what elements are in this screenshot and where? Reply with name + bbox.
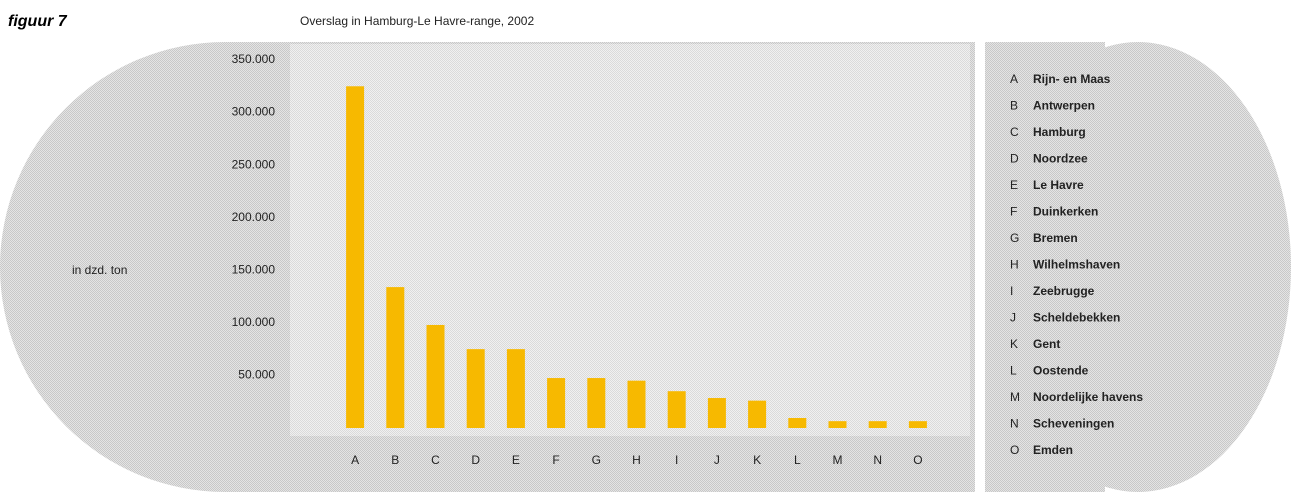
legend-label: Scheveningen <box>1033 417 1114 431</box>
legend-key: N <box>1010 417 1019 431</box>
legend-label: Zeebrugge <box>1033 284 1095 298</box>
legend-key: H <box>1010 258 1019 272</box>
x-tick-label: E <box>512 453 520 467</box>
x-tick-label: K <box>753 453 761 467</box>
bar <box>627 380 646 428</box>
legend-key: I <box>1010 284 1013 298</box>
legend-label: Gent <box>1033 337 1060 351</box>
bar <box>748 400 767 428</box>
legend-key: C <box>1010 125 1019 139</box>
legend-key: E <box>1010 178 1018 192</box>
y-tick-label: 100.000 <box>232 315 276 329</box>
legend-label: Le Havre <box>1033 178 1084 192</box>
legend-key: J <box>1010 311 1016 325</box>
legend-label: Bremen <box>1033 231 1078 245</box>
legend-label: Emden <box>1033 443 1073 457</box>
x-tick-label: C <box>431 453 440 467</box>
legend-label: Duinkerken <box>1033 205 1098 219</box>
legend-key: B <box>1010 99 1018 113</box>
bar <box>386 287 405 428</box>
legend-label: Hamburg <box>1033 125 1086 139</box>
x-tick-label: M <box>833 453 843 467</box>
legend-label: Wilhelmshaven <box>1033 258 1120 272</box>
bar <box>346 86 365 429</box>
y-tick-label: 150.000 <box>232 262 276 276</box>
x-tick-label: A <box>351 453 359 467</box>
legend-label: Oostende <box>1033 364 1089 378</box>
bar <box>828 421 847 428</box>
y-tick-label: 200.000 <box>232 210 276 224</box>
bar <box>667 391 686 428</box>
x-tick-label: N <box>873 453 882 467</box>
y-tick-label: 50.000 <box>238 368 275 382</box>
x-tick-label: J <box>714 453 720 467</box>
legend-key: M <box>1010 390 1020 404</box>
legend-key: L <box>1010 364 1017 378</box>
bar <box>587 378 606 428</box>
y-axis-label: in dzd. ton <box>72 263 127 277</box>
x-tick-label: B <box>391 453 399 467</box>
bar <box>547 378 566 428</box>
legend-label: Rijn- en Maas <box>1033 72 1111 86</box>
x-tick-label: L <box>794 453 801 467</box>
legend-key: G <box>1010 231 1019 245</box>
legend-key: A <box>1010 72 1018 86</box>
legend-key: D <box>1010 152 1019 166</box>
legend-key: O <box>1010 443 1019 457</box>
bar <box>707 398 726 428</box>
x-tick-label: H <box>632 453 641 467</box>
y-tick-label: 250.000 <box>232 157 276 171</box>
bar <box>788 418 807 428</box>
bar <box>868 421 887 428</box>
x-tick-label: G <box>592 453 601 467</box>
legend-label: Scheldebekken <box>1033 311 1120 325</box>
bar <box>466 349 485 428</box>
legend-key: F <box>1010 205 1017 219</box>
bar <box>506 349 525 428</box>
bar <box>426 324 445 428</box>
chart-title: Overslag in Hamburg-Le Havre-range, 2002 <box>300 14 534 28</box>
legend-background <box>985 42 1105 492</box>
figure-label: figuur 7 <box>8 13 68 30</box>
x-tick-label: O <box>913 453 922 467</box>
legend-label: Noordzee <box>1033 152 1088 166</box>
x-tick-label: D <box>471 453 480 467</box>
legend-label: Noordelijke havens <box>1033 390 1143 404</box>
y-tick-label: 350.000 <box>232 52 276 66</box>
x-tick-label: I <box>675 453 678 467</box>
x-tick-label: F <box>552 453 559 467</box>
legend-label: Antwerpen <box>1033 99 1095 113</box>
y-tick-label: 300.000 <box>232 105 276 119</box>
legend-key: K <box>1010 337 1018 351</box>
bar <box>908 421 927 428</box>
